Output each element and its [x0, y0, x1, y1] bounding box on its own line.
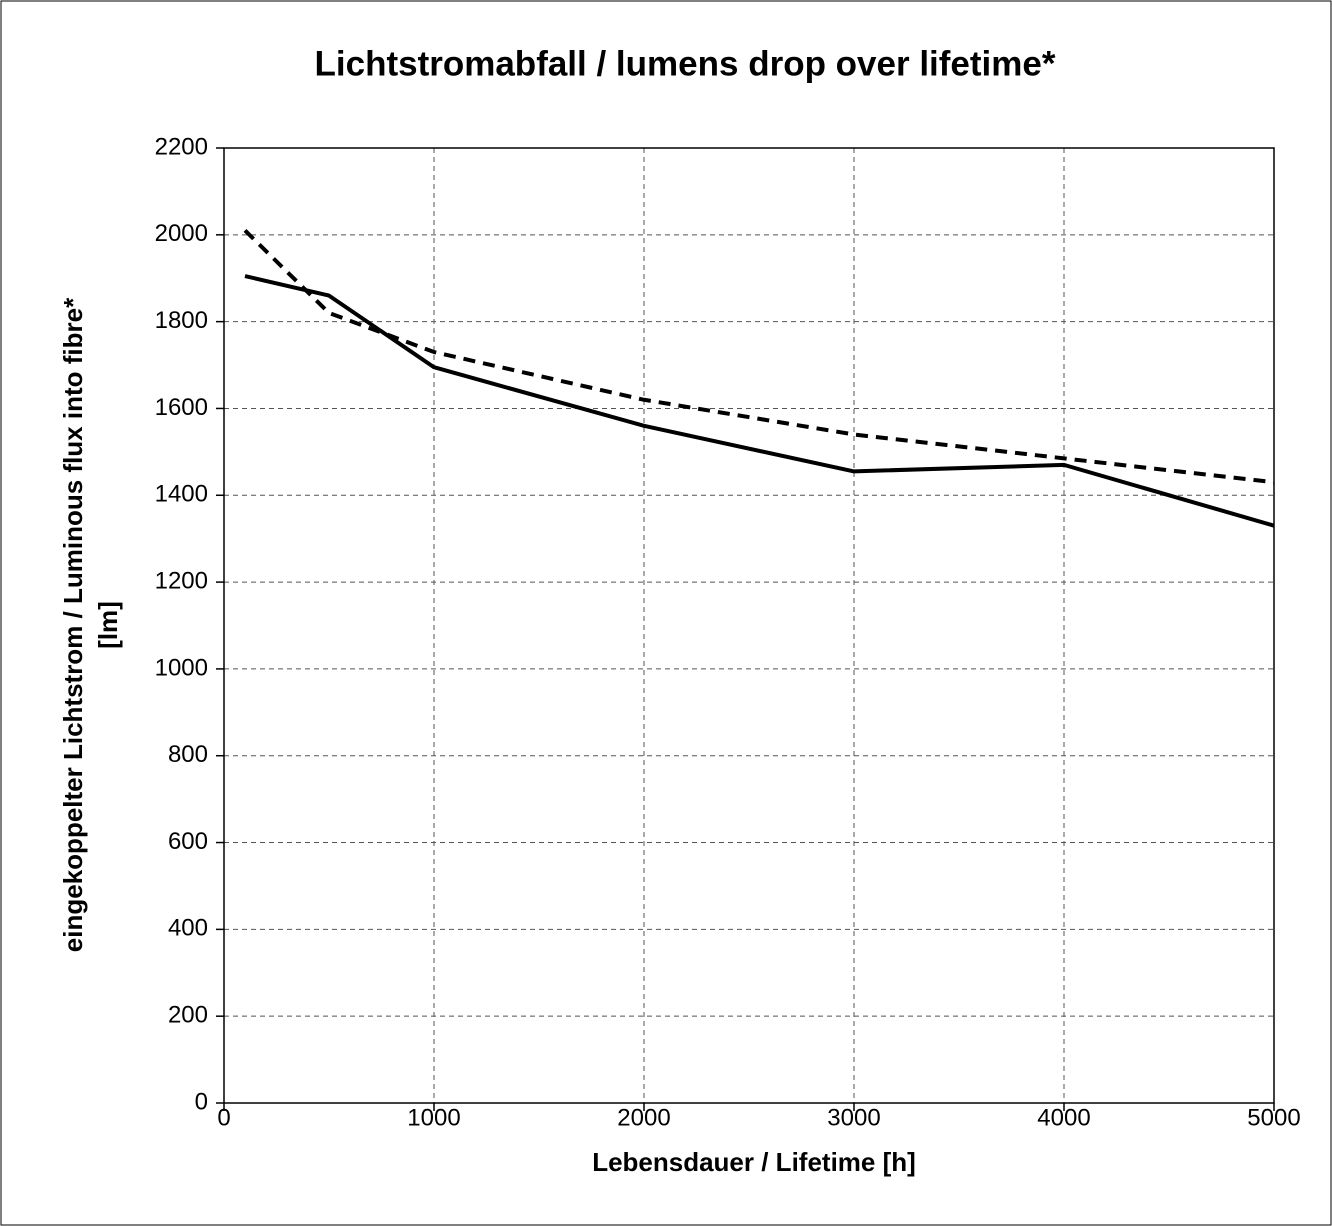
- series-line: [244, 274, 1275, 528]
- y-tick-label: 1800: [155, 307, 208, 334]
- y-tick-label: 800: [168, 741, 208, 768]
- x-tick-label: 2000: [617, 1104, 670, 1131]
- y-tick-label: 200: [168, 1002, 208, 1029]
- y-tick-label: 1600: [155, 394, 208, 421]
- plot-border: [223, 147, 1275, 1104]
- y-tick-label: 1200: [155, 567, 208, 594]
- y-tick-label: 0: [195, 1088, 208, 1115]
- y-tick-label: 1400: [155, 481, 208, 508]
- series-line: [243, 229, 1275, 485]
- x-tick-label: 0: [217, 1104, 230, 1131]
- y-axis-label: [lm]: [93, 601, 123, 649]
- y-tick-label: 600: [168, 828, 208, 855]
- y-axis-label: eingekoppelter Lichtstrom / Luminous flu…: [58, 297, 88, 952]
- x-tick-label: 3000: [827, 1104, 880, 1131]
- y-tick-label: 2000: [155, 220, 208, 247]
- y-tick-label: 1000: [155, 654, 208, 681]
- chart-title: Lichtstromabfall / lumens drop over life…: [315, 44, 1056, 83]
- x-tick-label: 4000: [1037, 1104, 1090, 1131]
- y-tick-label: 2200: [155, 133, 208, 160]
- y-tick-label: 400: [168, 915, 208, 942]
- x-tick-label: 5000: [1247, 1104, 1300, 1131]
- x-tick-label: 1000: [407, 1104, 460, 1131]
- x-axis-label: Lebensdauer / Lifetime [h]: [592, 1147, 916, 1177]
